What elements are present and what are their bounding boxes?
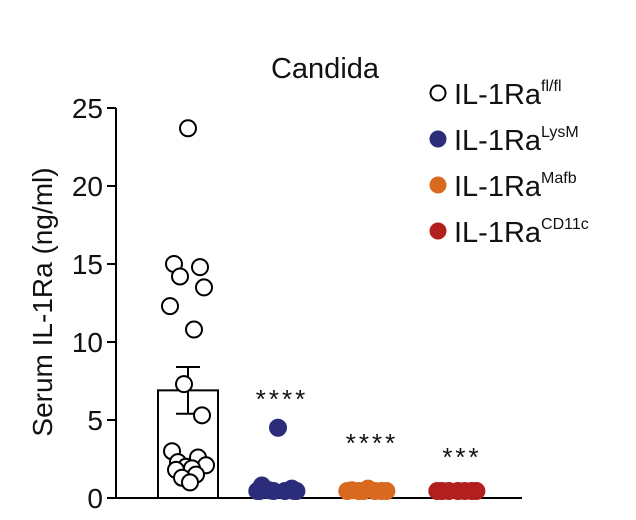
legend-entry-superscript: fl/fl [541,78,561,95]
data-points [161,119,486,500]
significance-label: *** [442,442,481,472]
data-point [195,278,213,297]
data-point [181,473,199,492]
y-tick-label: 5 [87,405,103,436]
chart-title: Candida [271,53,380,85]
y-axis: 0 5 10 15 20 25 [72,93,117,514]
y-tick-label: 0 [87,483,103,514]
legend-entry: IL-1RaLysM [454,124,579,157]
data-point [179,119,197,138]
legend-marker [429,84,447,102]
significance-label: **** [256,384,308,414]
legend-entry-base: IL-1Ra [454,171,542,203]
data-point [269,418,287,437]
legend-entry: IL-1Rafl/fl [454,78,562,111]
data-point [193,406,211,425]
y-tick-label: 20 [72,171,103,202]
legend-marker [429,176,447,194]
legend-entry-base: IL-1Ra [454,217,542,249]
data-point [428,482,447,500]
legend-entry-superscript: Mafb [541,170,577,187]
data-point [161,297,179,316]
significance-label: **** [346,428,398,458]
data-point [285,482,304,500]
data-point [175,375,193,394]
data-point [250,482,269,500]
data-point [171,267,189,286]
legend-entry: IL-1RaMafb [454,170,577,203]
legend-marker [429,130,447,148]
legend-entry-base: IL-1Ra [454,125,542,157]
legend-entry-base: IL-1Ra [454,79,542,111]
significance-labels: ******** *** [256,384,481,472]
legend-entry-superscript: LysM [541,124,579,141]
bars [157,365,484,499]
legend-marker [429,222,447,240]
legend-entry-superscript: CD11c [541,216,589,233]
legend-entry: IL-1RaCD11c [454,216,589,249]
y-tick-label: 15 [72,249,103,280]
data-point [185,320,203,339]
legend: IL-1Rafl/flIL-1RaLysMIL-1RaMafbIL-1RaCD1… [429,78,589,249]
data-point [354,482,373,500]
y-tick-label: 10 [72,327,103,358]
data-point [455,482,474,500]
y-tick-label: 25 [72,93,103,124]
data-point [338,482,357,500]
data-point [191,258,209,277]
y-axis-label: Serum IL-1Ra (ng/ml) [27,167,58,436]
